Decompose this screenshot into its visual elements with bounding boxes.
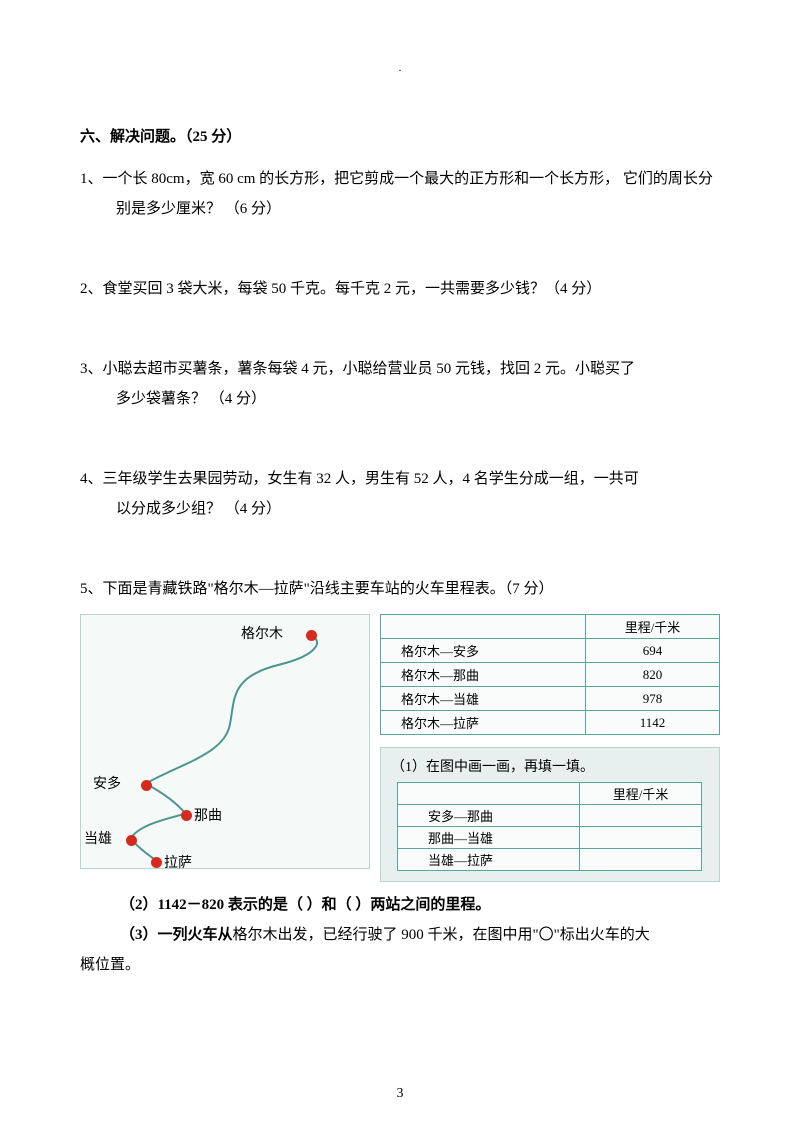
q1-num: 1、 (80, 171, 103, 187)
route-line (81, 615, 369, 868)
header-dot: . (80, 60, 720, 75)
station-dot (126, 835, 137, 846)
station-dot (181, 810, 192, 821)
sub3-line1: （3）一列火车从格尔木出发，已经行驶了 900 千米，在图中用"〇"标出火车的大 (80, 920, 720, 950)
q3-text-a: 小聪去超市买薯条，薯条每袋 4 元，小聪给营业员 50 元钱，找回 2 元。小聪… (103, 361, 636, 377)
km-cell (579, 805, 701, 827)
sub-questions: （2）1142－820 表示的是（ ）和（ ）两站之间的里程。 （3）一列火车从… (80, 890, 720, 980)
route-cell: 格尔木—拉萨 (381, 711, 586, 735)
route-cell: 当雄—拉萨 (398, 849, 580, 871)
station-label: 格尔木 (241, 623, 283, 643)
table-row: 当雄—拉萨 (398, 849, 702, 871)
km-cell (579, 827, 701, 849)
sub2-line: （2）1142－820 表示的是（ ）和（ ）两站之间的里程。 (80, 890, 720, 920)
route-cell: 格尔木—那曲 (381, 663, 586, 687)
figure-wrap: 格尔木安多那曲当雄拉萨 里程/千米 格尔木—安多694格尔木—那曲820格尔木—… (80, 614, 720, 882)
q5-num: 5、 (80, 581, 103, 597)
q5-text: 下面是青藏铁路"格尔木—拉萨"沿线主要车站的火车里程表。（7 分） (103, 581, 554, 597)
route-cell: 那曲—当雄 (398, 827, 580, 849)
km-cell: 978 (586, 687, 720, 711)
fill-h-right: 里程/千米 (579, 783, 701, 805)
km-cell: 694 (586, 639, 720, 663)
question-3: 3、小聪去超市买薯条，薯条每袋 4 元，小聪给营业员 50 元钱，找回 2 元。… (80, 354, 720, 414)
q4-text-b: 以分成多少组？ （4 分） (80, 494, 720, 524)
km-cell: 1142 (586, 711, 720, 735)
sub3-a: （3）一列火车从 (120, 927, 233, 943)
fill-h-blank (398, 783, 580, 805)
station-dot (151, 857, 162, 868)
station-label: 当雄 (84, 828, 112, 848)
table-row: 安多—那曲 (398, 805, 702, 827)
question-2: 2、食堂买回 3 袋大米，每袋 50 千克。每千克 2 元，一共需要多少钱？（4… (80, 274, 720, 304)
q1-text-a: 一个长 80cm，宽 60 cm 的长方形，把它剪成一个最大的正方形和一个长方形… (103, 171, 713, 187)
fill-table: 里程/千米 安多—那曲那曲—当雄当雄—拉萨 (397, 782, 702, 871)
table-row: 格尔木—安多694 (381, 639, 720, 663)
route-cell: 格尔木—当雄 (381, 687, 586, 711)
station-dot (306, 630, 317, 641)
km-cell: 820 (586, 663, 720, 687)
sub1-label: （1）在图中画一画，再填一填。 (391, 756, 709, 776)
station-label: 安多 (93, 773, 121, 793)
q4-num: 4、 (80, 471, 103, 487)
table1-h-blank (381, 615, 586, 639)
station-label: 那曲 (194, 805, 222, 825)
station-label: 拉萨 (164, 852, 192, 872)
q3-num: 3、 (80, 361, 103, 377)
sub3-line2: 概位置。 (80, 950, 720, 980)
tables-column: 里程/千米 格尔木—安多694格尔木—那曲820格尔木—当雄978格尔木—拉萨1… (380, 614, 720, 882)
q2-num: 2、 (80, 281, 103, 297)
q4-text-a: 三年级学生去果园劳动，女生有 32 人，男生有 52 人，4 名学生分成一组，一… (103, 471, 639, 487)
q1-text-b: 别是多少厘米？ （6 分） (80, 194, 720, 224)
page-number: 3 (0, 1086, 800, 1102)
sub3-b: 格尔木出发，已经行驶了 900 千米，在图中用"〇"标出火车的大 (233, 927, 650, 943)
table-row: 格尔木—当雄978 (381, 687, 720, 711)
sub-question-1-box: （1）在图中画一画，再填一填。 里程/千米 安多—那曲那曲—当雄当雄—拉萨 (380, 747, 720, 882)
question-1: 1、一个长 80cm，宽 60 cm 的长方形，把它剪成一个最大的正方形和一个长… (80, 164, 720, 224)
section-title: 六、解决问题。（25 分） (80, 125, 720, 146)
q3-text-b: 多少袋薯条？ （4 分） (80, 384, 720, 414)
sub2-text: （2）1142－820 表示的是（ ）和（ ）两站之间的里程。 (120, 897, 490, 913)
km-cell (579, 849, 701, 871)
table1-h-right: 里程/千米 (586, 615, 720, 639)
station-dot (141, 780, 152, 791)
question-5: 5、下面是青藏铁路"格尔木—拉萨"沿线主要车站的火车里程表。（7 分） (80, 574, 720, 604)
distance-table: 里程/千米 格尔木—安多694格尔木—那曲820格尔木—当雄978格尔木—拉萨1… (380, 614, 720, 735)
route-cell: 格尔木—安多 (381, 639, 586, 663)
table-row: 格尔木—拉萨1142 (381, 711, 720, 735)
question-4: 4、三年级学生去果园劳动，女生有 32 人，男生有 52 人，4 名学生分成一组… (80, 464, 720, 524)
route-cell: 安多—那曲 (398, 805, 580, 827)
q2-text: 食堂买回 3 袋大米，每袋 50 千克。每千克 2 元，一共需要多少钱？（4 分… (103, 281, 602, 297)
table-row: 格尔木—那曲820 (381, 663, 720, 687)
railway-map: 格尔木安多那曲当雄拉萨 (80, 614, 370, 869)
table-row: 那曲—当雄 (398, 827, 702, 849)
